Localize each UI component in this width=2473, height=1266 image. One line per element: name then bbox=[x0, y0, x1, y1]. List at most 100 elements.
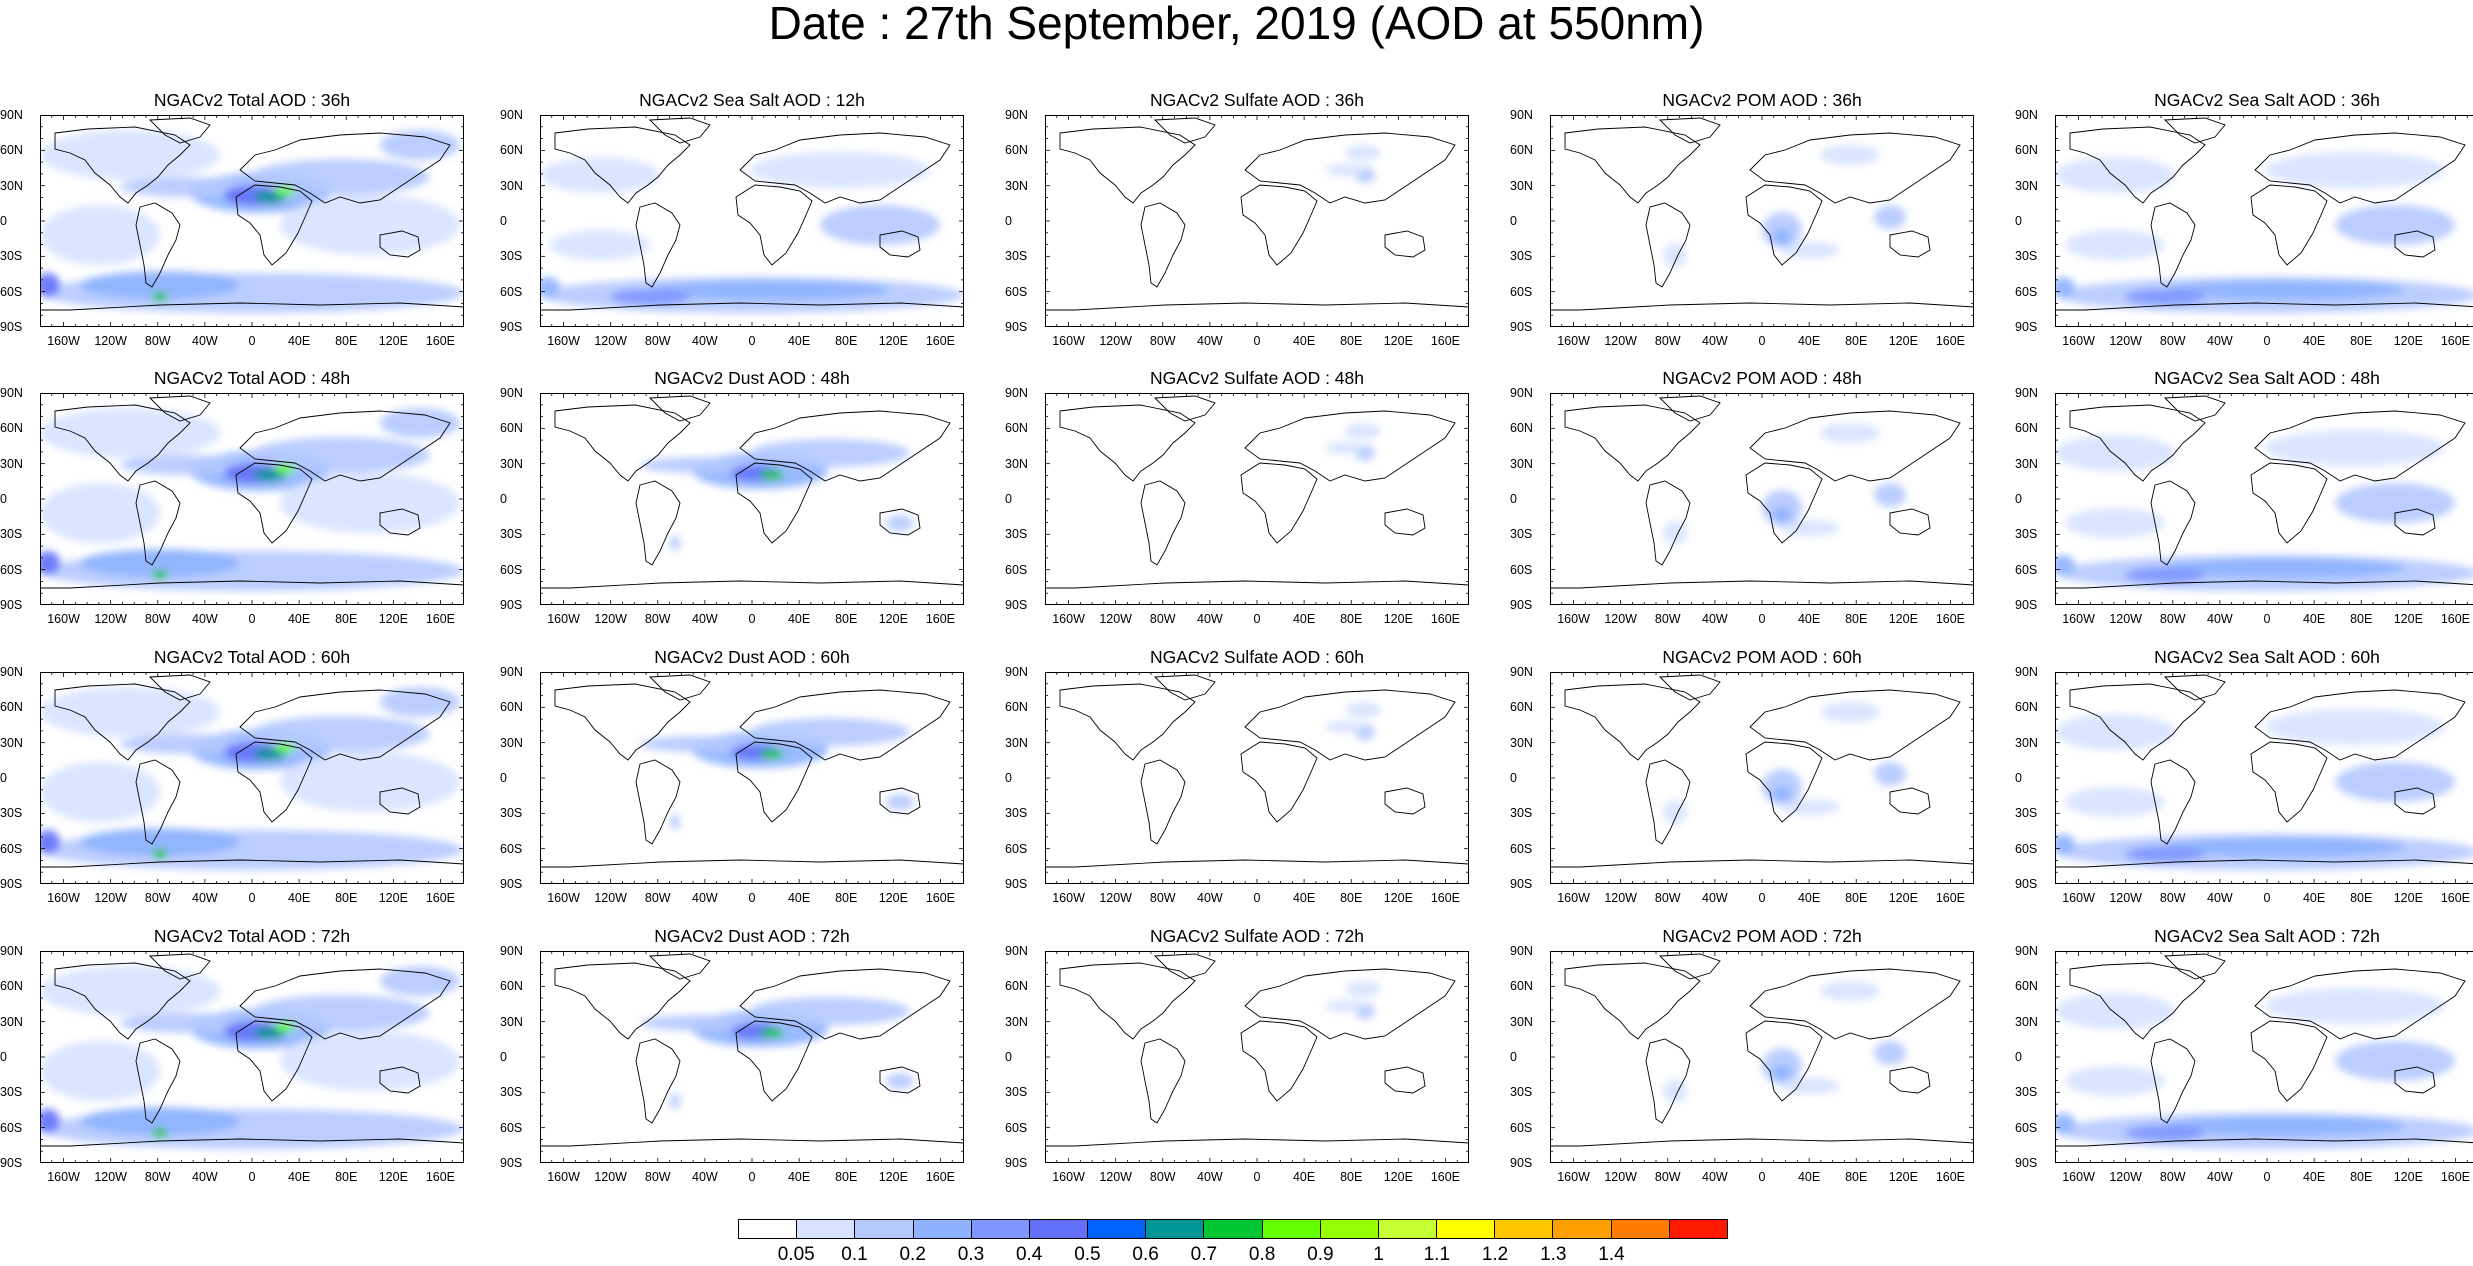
colorbar-label: 1 bbox=[1349, 1244, 1409, 1266]
aod-field bbox=[2125, 1125, 2205, 1141]
lat-tick-label: 30S bbox=[500, 806, 520, 820]
lat-tick-label: 90S bbox=[1510, 1156, 1530, 1170]
lat-tick-label: 30S bbox=[1510, 1085, 1530, 1099]
colorbar-swatch bbox=[914, 1220, 972, 1238]
aod-field bbox=[886, 794, 914, 810]
lon-tick-label: 160E bbox=[910, 891, 970, 905]
lon-tick-label: 160E bbox=[2425, 1170, 2473, 1184]
colorbar-label: 0.9 bbox=[1290, 1244, 1350, 1266]
aod-map bbox=[40, 393, 464, 605]
colorbar-swatch bbox=[1263, 1220, 1321, 1238]
aod-field bbox=[275, 743, 295, 753]
lat-tick-label: 60N bbox=[2015, 979, 2035, 993]
lon-tick-label: 160E bbox=[1920, 1170, 1980, 1184]
lat-tick-label: 30S bbox=[2015, 527, 2035, 541]
lon-tick-label: 160E bbox=[1920, 334, 1980, 348]
aod-field bbox=[1772, 229, 1792, 245]
aod-map bbox=[1045, 393, 1469, 605]
lat-tick-label: 90S bbox=[1005, 598, 1025, 612]
panel-title: NGACv2 Sulfate AOD : 48h bbox=[1045, 368, 1469, 389]
panel-title: NGACv2 Sea Salt AOD : 36h bbox=[2055, 90, 2473, 111]
colorbar-swatch bbox=[1495, 1220, 1553, 1238]
colorbar-swatch bbox=[855, 1220, 913, 1238]
aod-field bbox=[1345, 702, 1381, 718]
lat-tick-label: 0 bbox=[0, 214, 20, 228]
aod-field bbox=[1780, 242, 1840, 258]
aod-field bbox=[1772, 786, 1792, 802]
panel-title: NGACv2 Total AOD : 48h bbox=[40, 368, 464, 389]
lon-tick-label: 160E bbox=[1920, 612, 1980, 626]
lon-tick-label: 160E bbox=[2425, 334, 2473, 348]
lat-tick-label: 30N bbox=[0, 457, 20, 471]
lat-tick-label: 60S bbox=[0, 842, 20, 856]
lat-tick-label: 0 bbox=[2015, 492, 2035, 506]
aod-field bbox=[550, 230, 650, 260]
lat-tick-label: 90N bbox=[500, 944, 520, 958]
aod-field bbox=[1325, 1000, 1365, 1012]
aod-field bbox=[2265, 430, 2445, 466]
lat-tick-label: 90N bbox=[2015, 108, 2035, 122]
lat-tick-label: 90N bbox=[1510, 944, 1530, 958]
lat-tick-label: 60S bbox=[500, 563, 520, 577]
lat-tick-label: 30N bbox=[0, 1015, 20, 1029]
aod-map bbox=[2055, 672, 2473, 884]
lat-tick-label: 60N bbox=[1005, 143, 1025, 157]
aod-field bbox=[760, 749, 784, 759]
panel-title: NGACv2 Sea Salt AOD : 48h bbox=[2055, 368, 2473, 389]
aod-field bbox=[1820, 423, 1880, 443]
panel-title: NGACv2 POM AOD : 36h bbox=[1550, 90, 1974, 111]
lat-tick-label: 90S bbox=[1510, 877, 1530, 891]
aod-field bbox=[760, 470, 784, 480]
aod-field bbox=[40, 687, 220, 737]
lat-tick-label: 30S bbox=[0, 249, 20, 263]
lat-tick-label: 0 bbox=[1510, 214, 1530, 228]
colorbar-swatch bbox=[739, 1220, 797, 1238]
lon-tick-label: 160E bbox=[910, 612, 970, 626]
lat-tick-label: 60S bbox=[1005, 285, 1025, 299]
lat-tick-label: 90S bbox=[1510, 598, 1530, 612]
aod-field bbox=[152, 1128, 168, 1138]
aod-map bbox=[1550, 951, 1974, 1163]
lat-tick-label: 0 bbox=[2015, 771, 2035, 785]
aod-field bbox=[1345, 145, 1381, 161]
lat-tick-label: 90S bbox=[0, 320, 20, 334]
aod-field bbox=[1772, 1065, 1792, 1081]
aod-field bbox=[152, 292, 168, 302]
aod-field bbox=[2265, 988, 2445, 1024]
aod-field bbox=[152, 570, 168, 580]
aod-field bbox=[1345, 981, 1381, 997]
lat-tick-label: 90N bbox=[0, 386, 20, 400]
aod-map bbox=[540, 951, 964, 1163]
colorbar-label: 1.4 bbox=[1582, 1244, 1642, 1266]
lat-tick-label: 90S bbox=[0, 598, 20, 612]
aod-map bbox=[2055, 951, 2473, 1163]
lat-tick-label: 0 bbox=[0, 771, 20, 785]
colorbar-label: 1.2 bbox=[1465, 1244, 1525, 1266]
lon-tick-label: 160E bbox=[2425, 891, 2473, 905]
lat-tick-label: 60S bbox=[500, 842, 520, 856]
aod-colorbar bbox=[738, 1219, 1728, 1239]
lat-tick-label: 60S bbox=[1510, 563, 1530, 577]
aod-field bbox=[40, 966, 220, 1016]
lat-tick-label: 60N bbox=[2015, 700, 2035, 714]
lat-tick-label: 90S bbox=[2015, 1156, 2035, 1170]
lon-tick-label: 160E bbox=[410, 334, 470, 348]
aod-field bbox=[1345, 423, 1381, 439]
aod-field bbox=[2065, 1066, 2165, 1096]
lat-tick-label: 0 bbox=[2015, 214, 2035, 228]
aod-field bbox=[1663, 521, 1687, 545]
lat-tick-label: 90S bbox=[2015, 320, 2035, 334]
lon-tick-label: 160E bbox=[910, 1170, 970, 1184]
aod-map bbox=[1550, 393, 1974, 605]
lat-tick-label: 90S bbox=[1005, 877, 1025, 891]
lat-tick-label: 30N bbox=[1510, 179, 1530, 193]
aod-field bbox=[1780, 520, 1840, 536]
panel-title: NGACv2 Dust AOD : 72h bbox=[540, 926, 964, 947]
lat-tick-label: 90S bbox=[1005, 320, 1025, 334]
